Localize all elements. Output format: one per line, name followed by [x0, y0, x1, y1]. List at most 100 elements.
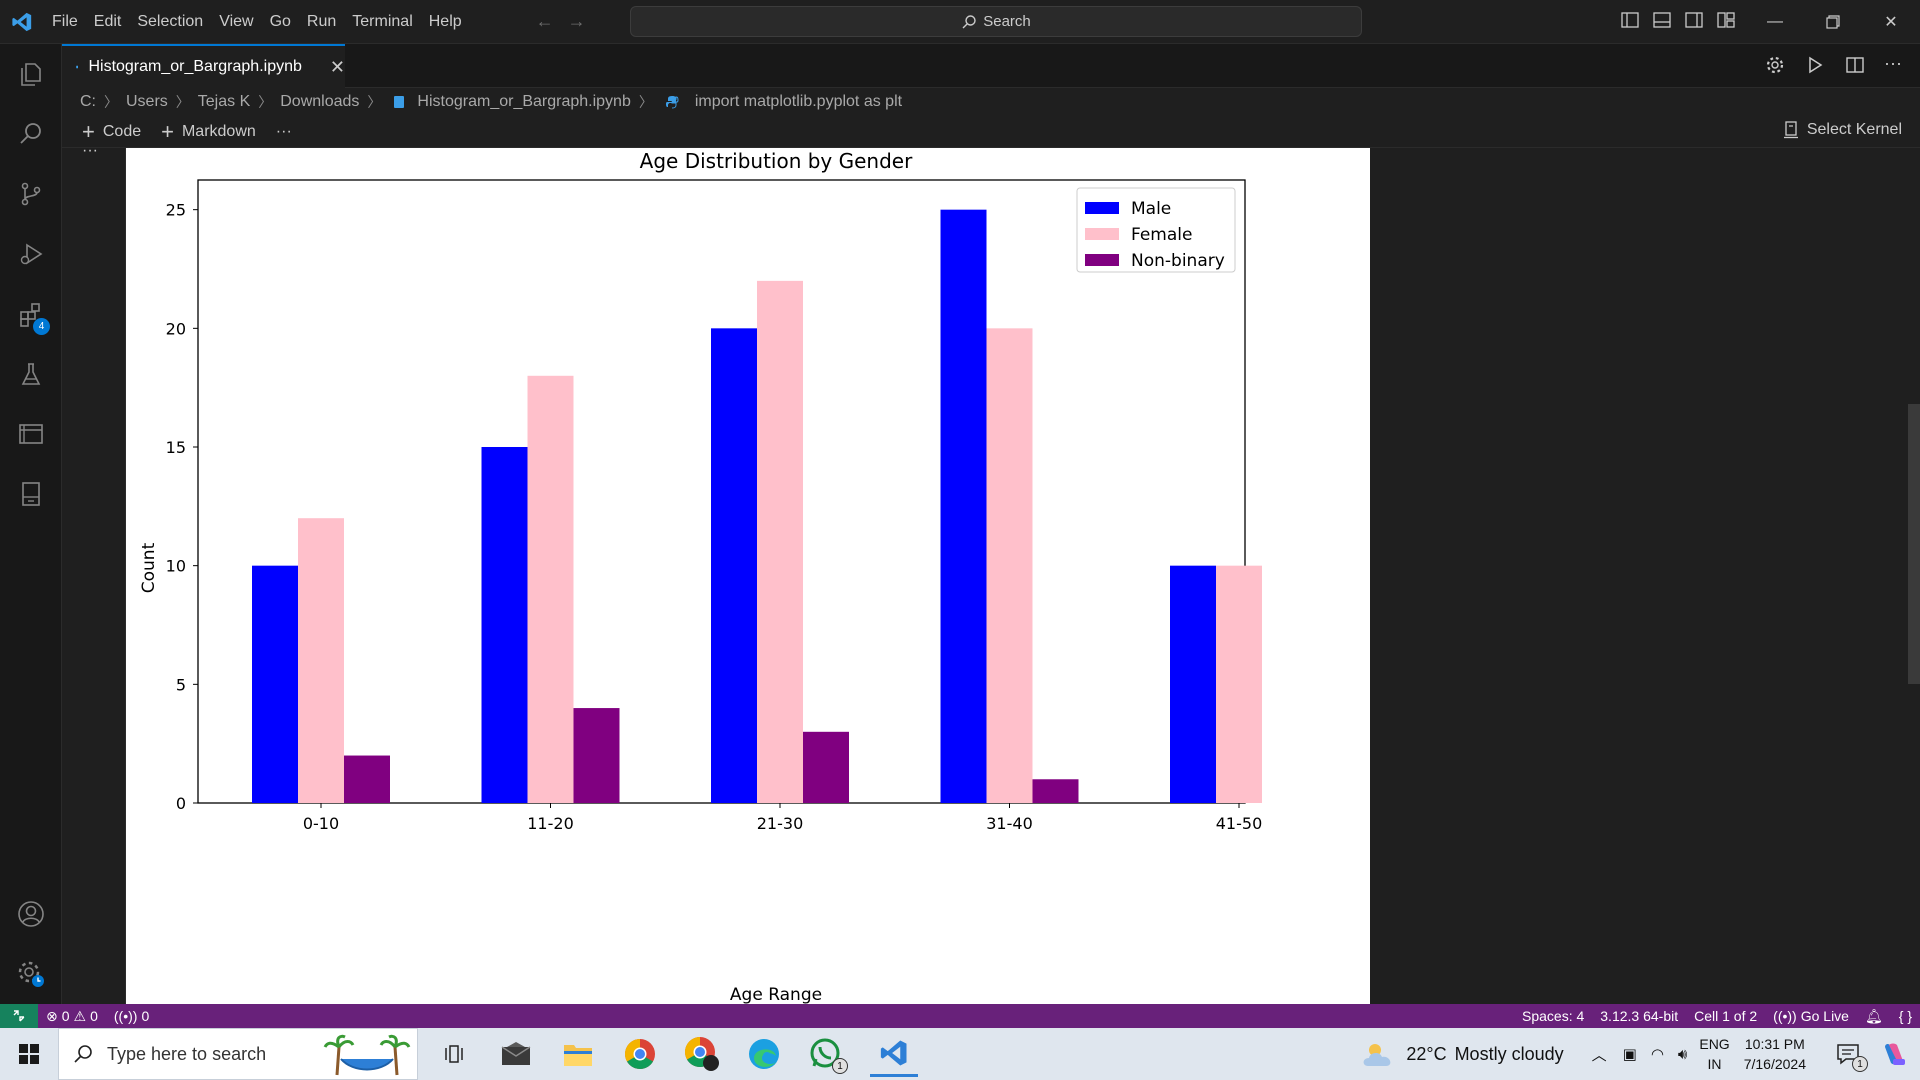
select-kernel-button[interactable]: Select Kernel [1783, 121, 1902, 139]
search-view-icon[interactable] [0, 104, 62, 164]
legend-swatch [1085, 202, 1119, 214]
command-center-search[interactable]: Search [630, 6, 1362, 37]
bar-non-binary-11-20 [573, 708, 620, 803]
run-all-icon[interactable] [1804, 54, 1826, 76]
error-count: 0 [61, 1008, 70, 1024]
editor-tab-bar: Histogram_or_Bargraph.ipynb ✕ ··· [62, 44, 1920, 88]
search-label: Search [983, 13, 1031, 30]
bar-female-0-10 [298, 518, 344, 803]
chart-title: Age Distribution by Gender [640, 149, 913, 173]
menu-selection[interactable]: Selection [137, 12, 204, 30]
remote-explorer-icon[interactable] [0, 404, 62, 464]
breadcrumb-user[interactable]: Tejas K [197, 93, 251, 110]
cell-output: 0-10 11-20 21-30 31-40 41-50 0 5 10 15 20 25 Male Fe… [126, 148, 1370, 1004]
chrome-profile-icon[interactable] [684, 1036, 720, 1072]
run-debug-icon[interactable] [0, 224, 62, 284]
notifications-bell-icon[interactable]: 🔔︎ [1864, 1007, 1883, 1024]
taskbar-search-box[interactable]: Type here to search [58, 1028, 418, 1080]
testing-icon[interactable] [0, 344, 62, 404]
file-explorer-icon[interactable] [560, 1036, 596, 1072]
accounts-icon[interactable] [0, 884, 62, 944]
menu-terminal[interactable]: Terminal [352, 12, 413, 30]
toggle-panel-icon[interactable] [1652, 10, 1672, 30]
layout-controls [1620, 10, 1736, 30]
vscode-taskbar-icon[interactable] [870, 1031, 918, 1077]
warning-count: 0 [90, 1008, 98, 1024]
extensions-badge: 4 [33, 318, 50, 335]
bar-male-0-10 [252, 565, 298, 803]
notebook-icon[interactable] [0, 464, 62, 524]
source-control-icon[interactable] [0, 164, 62, 224]
add-markdown-cell-button[interactable]: + Markdown [151, 119, 266, 145]
tab-notebook[interactable]: Histogram_or_Bargraph.ipynb ✕ [62, 44, 345, 88]
close-window-icon[interactable]: ✕ [1884, 14, 1898, 31]
bar-non-binary-31-40 [1032, 779, 1079, 803]
input-language[interactable]: ENG IN [1699, 1034, 1729, 1074]
y-tick-label: 10 [166, 557, 186, 576]
ports-indicator[interactable]: ((•)) 0 [106, 1008, 157, 1024]
menu-go[interactable]: Go [269, 12, 291, 30]
toggle-secondary-sidebar-icon[interactable] [1684, 10, 1704, 30]
error-icon: ⊗ [46, 1007, 58, 1024]
windows-start-icon[interactable] [0, 1028, 58, 1080]
toggle-primary-sidebar-icon[interactable] [1620, 10, 1640, 30]
restore-icon[interactable] [1804, 0, 1862, 44]
manage-gear-icon[interactable] [0, 944, 62, 1004]
menu-file[interactable]: File [52, 12, 78, 30]
edge-icon[interactable] [746, 1036, 782, 1072]
y-tick-label: 15 [166, 438, 186, 457]
menu-help[interactable]: Help [428, 12, 462, 30]
chevron-right-icon: 〉 [175, 94, 190, 110]
y-tick-label: 20 [166, 319, 186, 338]
problems-indicator[interactable]: ⊗ 0 ⚠ 0 [38, 1008, 106, 1025]
notebook-file-icon [394, 96, 405, 108]
menu-run[interactable]: Run [306, 12, 337, 30]
weather-condition: Mostly cloudy [1454, 1043, 1564, 1064]
copilot-status-icon[interactable]: { } [1898, 1008, 1912, 1024]
minimize-icon[interactable]: — [1767, 13, 1783, 30]
more-actions-icon[interactable]: ··· [1884, 53, 1902, 73]
copilot-icon[interactable] [1876, 1036, 1912, 1072]
add-code-cell-button[interactable]: + Code [72, 119, 151, 145]
speaker-icon[interactable]: 🔊︎ [1677, 1045, 1688, 1063]
whatsapp-icon[interactable]: 1 [808, 1036, 848, 1074]
split-editor-icon[interactable] [1844, 54, 1866, 76]
meet-now-icon[interactable]: ▣ [1622, 1046, 1637, 1063]
remote-indicator-icon[interactable] [0, 1004, 38, 1028]
notifications-icon[interactable]: 1 [1830, 1036, 1868, 1072]
indentation-status[interactable]: Spaces: 4 [1522, 1008, 1585, 1024]
breadcrumb-file[interactable]: Histogram_or_Bargraph.ipynb [417, 93, 631, 110]
python-version-status[interactable]: 3.12.3 64-bit [1600, 1008, 1679, 1024]
breadcrumb-drive[interactable]: C: [80, 93, 96, 110]
settings-gear-icon[interactable] [1764, 54, 1786, 76]
chrome-icon[interactable] [622, 1036, 658, 1072]
window-controls: — ✕ [1746, 0, 1920, 44]
customize-layout-icon[interactable] [1716, 10, 1736, 30]
bar-male-31-40 [940, 209, 987, 803]
broadcast-icon: ((•)) [113, 1008, 138, 1024]
vertical-scrollbar[interactable] [1908, 404, 1920, 684]
breadcrumb-cell[interactable]: import matplotlib.pyplot as plt [694, 93, 903, 110]
cell-output-more-icon[interactable]: ··· [82, 142, 98, 159]
x-tick-label: 31-40 [986, 814, 1033, 833]
legend-label: Male [1131, 199, 1171, 219]
explorer-icon[interactable] [0, 44, 62, 104]
task-view-icon[interactable] [436, 1036, 472, 1072]
notebook-editor: ··· 0-10 11-20 21-30 31-40 41-50 0 5 10 15 20 25 Ma… [62, 142, 1920, 1004]
close-tab-icon[interactable]: ✕ [329, 56, 345, 77]
wifi-icon[interactable]: ◠ [1650, 1046, 1664, 1063]
mail-icon[interactable] [498, 1036, 534, 1072]
menu-edit[interactable]: Edit [93, 12, 122, 30]
extensions-icon[interactable]: 4 [0, 284, 62, 344]
show-hidden-icons-chevron-icon[interactable]: ︿ [1591, 1046, 1607, 1064]
go-live-button[interactable]: ((•)) Go Live [1765, 1008, 1857, 1024]
toolbar-more-button[interactable]: ··· [275, 122, 292, 140]
menu-view[interactable]: View [219, 12, 254, 30]
cell-position-status[interactable]: Cell 1 of 2 [1694, 1008, 1758, 1024]
forward-arrow-icon[interactable]: → [567, 11, 586, 31]
back-arrow-icon[interactable]: ← [535, 11, 554, 31]
breadcrumb-downloads[interactable]: Downloads [280, 93, 360, 110]
weather-widget[interactable]: 22°C Mostly cloudy [1362, 1040, 1564, 1068]
clock[interactable]: 10:31 PM 7/16/2024 [1744, 1034, 1806, 1074]
breadcrumb-users[interactable]: Users [126, 93, 168, 110]
